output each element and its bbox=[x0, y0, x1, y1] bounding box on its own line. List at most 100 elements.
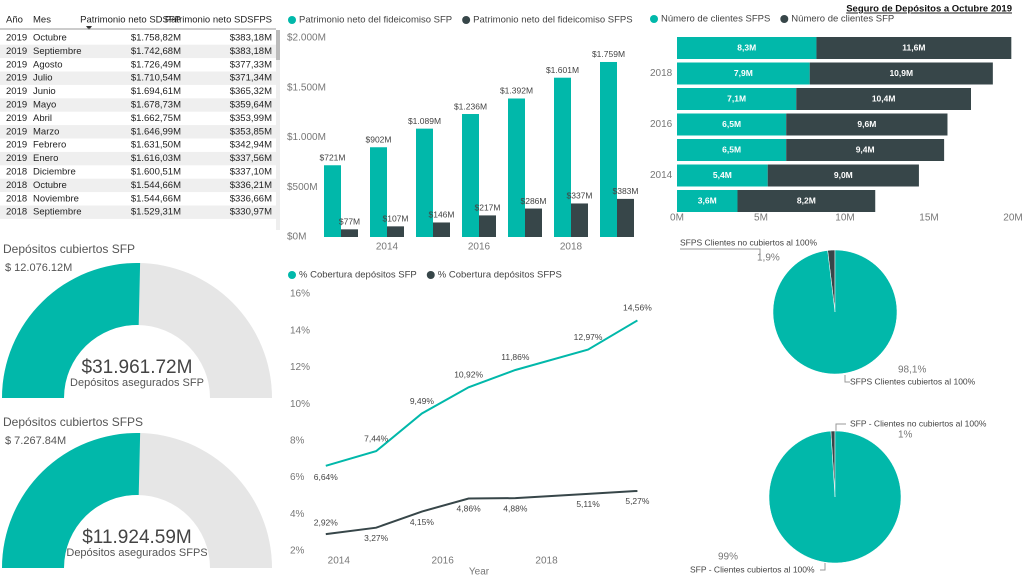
table-header: Patrimonio neto SDSFP bbox=[80, 15, 181, 26]
legend-swatch bbox=[288, 16, 296, 24]
table-cell: $1.710,54M bbox=[131, 73, 181, 84]
x-tick-label: 2014 bbox=[328, 556, 351, 567]
leader-line bbox=[680, 248, 761, 255]
legend-swatch bbox=[650, 15, 658, 23]
table-cell: $383,18M bbox=[230, 33, 272, 44]
segment-value-label: 7,1M bbox=[727, 93, 746, 103]
bar-value-label: $1.759M bbox=[592, 49, 625, 59]
table-cell: $330,97M bbox=[230, 207, 272, 218]
legend-label: % Cobertura depósitos SFP bbox=[299, 270, 417, 281]
table-cell: $1.742,68M bbox=[131, 46, 181, 57]
sort-icon[interactable] bbox=[86, 26, 92, 30]
table-cell: $336,21M bbox=[230, 180, 272, 191]
table-cell: 2019 bbox=[6, 59, 27, 70]
gauge-label: Depósitos asegurados SFPS bbox=[66, 547, 207, 559]
table-cell: Abril bbox=[33, 113, 52, 124]
table-cell: $1.529,31M bbox=[131, 207, 181, 218]
bar-value-label: $902M bbox=[366, 135, 392, 145]
gauge-subtitle: $ 7.267.84M bbox=[5, 435, 66, 447]
table-cell: $337,10M bbox=[230, 167, 272, 178]
table-cell: $1.544,66M bbox=[131, 180, 181, 191]
table-header: Mes bbox=[33, 15, 51, 26]
line-value-label: 11,86% bbox=[501, 352, 530, 362]
table-cell: Marzo bbox=[33, 126, 59, 137]
table-cell: Septiembre bbox=[33, 207, 82, 218]
scrollbar-track[interactable] bbox=[276, 30, 280, 230]
y-tick-label: 10% bbox=[290, 399, 310, 410]
y-tick-label: 2016 bbox=[650, 119, 673, 130]
bar-value-label: $1.089M bbox=[408, 116, 441, 126]
table-cell: $1.616,03M bbox=[131, 153, 181, 164]
table-cell: 2019 bbox=[6, 46, 27, 57]
y-tick-label: 16% bbox=[290, 289, 310, 300]
bar-value-label: $217M bbox=[475, 203, 501, 213]
bar-value-label: $286M bbox=[521, 196, 547, 206]
bar-value-label: $1.601M bbox=[546, 65, 579, 75]
line-value-label: 4,15% bbox=[410, 517, 435, 527]
y-tick-label: $1.000M bbox=[287, 132, 326, 143]
line-value-label: 14,56% bbox=[623, 303, 652, 313]
line bbox=[325, 319, 638, 467]
x-tick-label: 20M bbox=[1003, 213, 1022, 224]
bar bbox=[554, 77, 571, 237]
segment-value-label: 8,2M bbox=[797, 195, 816, 205]
table-cell: 2019 bbox=[6, 86, 27, 97]
bar-segment bbox=[677, 190, 738, 212]
x-tick-label: 0M bbox=[670, 213, 684, 224]
table-cell: 2019 bbox=[6, 100, 27, 111]
bar-segment bbox=[786, 113, 948, 136]
table-cell: 2019 bbox=[6, 113, 27, 124]
line-value-label: 5,11% bbox=[576, 499, 600, 509]
segment-value-label: 11,6M bbox=[902, 42, 925, 52]
gauge-value: $11.924.59M bbox=[82, 527, 192, 548]
table: 2019 Octubre $1.758,82M $383,18M 2019 Septiem… bbox=[0, 15, 276, 219]
gauge-title: Depósitos cubiertos SFPS bbox=[3, 415, 143, 429]
bar-segment bbox=[786, 139, 945, 161]
line-value-label: 2,92% bbox=[314, 517, 339, 527]
bar-segment bbox=[677, 37, 817, 59]
row-band bbox=[0, 125, 276, 139]
bar-value-label: $146M bbox=[429, 210, 455, 220]
scrollbar-thumb[interactable] bbox=[276, 30, 280, 60]
table-header: Patrimonio neto SDSFPS bbox=[165, 15, 272, 26]
table-cell: Agosto bbox=[33, 59, 63, 70]
table-cell: Enero bbox=[33, 153, 58, 164]
segment-value-label: 9,0M bbox=[834, 170, 853, 180]
bar-segment bbox=[677, 62, 810, 85]
table-cell: $383,18M bbox=[230, 46, 272, 57]
bar bbox=[433, 222, 450, 237]
row-band bbox=[0, 98, 276, 112]
y-tick-label: $500M bbox=[287, 182, 318, 193]
y-tick-label: 8% bbox=[290, 435, 305, 446]
x-tick-label: 2016 bbox=[432, 556, 455, 567]
table-header: Año bbox=[6, 15, 23, 26]
table-cell: Febrero bbox=[33, 140, 66, 151]
table-cell: $1.600,51M bbox=[131, 167, 181, 178]
y-tick-label: 2% bbox=[290, 546, 305, 557]
leader-line bbox=[844, 375, 850, 383]
leader-line bbox=[820, 563, 826, 571]
table-cell: $1.726,49M bbox=[131, 59, 181, 70]
pie-value-label: 99% bbox=[718, 552, 738, 563]
pie-category-label: SFPS Clientes no cubiertos al 100% bbox=[680, 237, 817, 247]
dashboard-title: Seguro de Depósitos a Octubre 2019 bbox=[846, 4, 1012, 15]
bar-segment bbox=[816, 37, 1012, 59]
segment-value-label: 7,9M bbox=[734, 68, 753, 78]
bar bbox=[571, 203, 588, 237]
segment-value-label: 8,3M bbox=[737, 42, 756, 52]
line-value-label: 10,92% bbox=[454, 370, 483, 380]
y-tick-label: 2018 bbox=[650, 68, 673, 79]
row-band bbox=[0, 178, 276, 193]
table-cell: Junio bbox=[33, 86, 56, 97]
bar bbox=[508, 98, 525, 237]
leader-line bbox=[835, 423, 846, 431]
bar-value-label: $1.392M bbox=[500, 86, 533, 96]
table-cell: $371,34M bbox=[230, 73, 272, 84]
bar-value-label: $383M bbox=[613, 186, 639, 196]
line-value-label: 9,49% bbox=[410, 396, 435, 406]
bar bbox=[525, 208, 542, 237]
bar bbox=[617, 198, 634, 237]
table-cell: Octubre bbox=[33, 180, 67, 191]
table-cell: $342,94M bbox=[230, 140, 272, 151]
gauge-subtitle: $ 12.076.12M bbox=[5, 262, 72, 274]
